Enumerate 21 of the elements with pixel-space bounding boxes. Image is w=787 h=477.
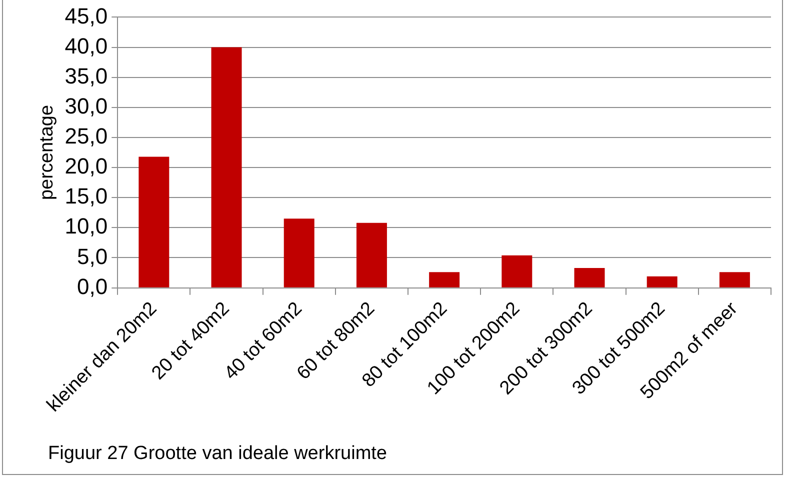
bar [138, 156, 170, 288]
bar [646, 276, 678, 288]
bar [356, 222, 387, 288]
bar [211, 47, 242, 288]
text: Figuur 27 Grootte van ideale werkruimte [48, 443, 387, 465]
y-tick-label: 0,0 [77, 274, 108, 299]
bar [502, 255, 532, 288]
y-tick-label: 30,0 [64, 93, 108, 118]
y-tick-label: 10,0 [64, 214, 108, 239]
y-tick-label: 20,0 [64, 154, 108, 179]
y-tick-label: 15,0 [64, 184, 108, 209]
bar [284, 218, 314, 288]
y-tick-label: 25,0 [64, 124, 108, 149]
y-tick-label: 40,0 [64, 33, 108, 58]
y-tick-label: 45,0 [64, 3, 108, 28]
y-tick-label: 5,0 [77, 244, 108, 269]
y-tick-label: 35,0 [64, 63, 108, 88]
bar [719, 272, 750, 288]
bar [574, 268, 605, 288]
bar [429, 272, 460, 288]
y-axis-title: percentage [36, 104, 58, 200]
